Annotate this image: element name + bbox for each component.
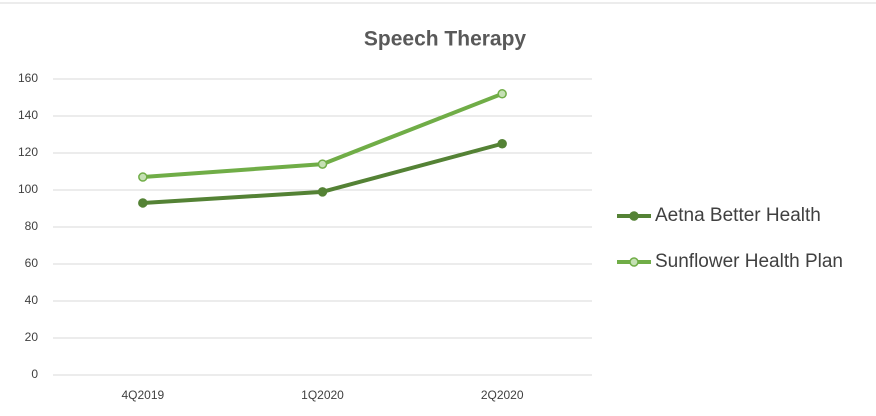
y-tick-label: 120 — [18, 145, 38, 159]
y-tick-label: 140 — [18, 108, 38, 122]
x-tick-label: 4Q2019 — [121, 388, 164, 402]
y-tick-label: 20 — [25, 330, 39, 344]
y-tick-label: 60 — [25, 256, 39, 270]
x-tick-label: 1Q2020 — [301, 388, 344, 402]
point — [317, 159, 328, 169]
y-tick-label: 160 — [18, 71, 38, 85]
y-tick-label: 0 — [31, 367, 38, 381]
legend-marker — [629, 211, 639, 221]
point — [497, 139, 507, 149]
legend-label: Aetna Better Health — [655, 205, 821, 226]
y-tick-label: 100 — [18, 182, 38, 196]
y-tick-label: 80 — [25, 219, 39, 233]
chart-title: Speech Therapy — [364, 28, 527, 51]
legend-marker — [629, 257, 639, 267]
point — [497, 89, 507, 99]
legend-label: Sunflower Health Plan — [655, 251, 843, 272]
point — [138, 172, 148, 182]
y-tick-label: 40 — [25, 293, 39, 307]
point — [138, 198, 148, 208]
x-tick-label: 2Q2020 — [481, 388, 524, 402]
point — [317, 187, 328, 197]
